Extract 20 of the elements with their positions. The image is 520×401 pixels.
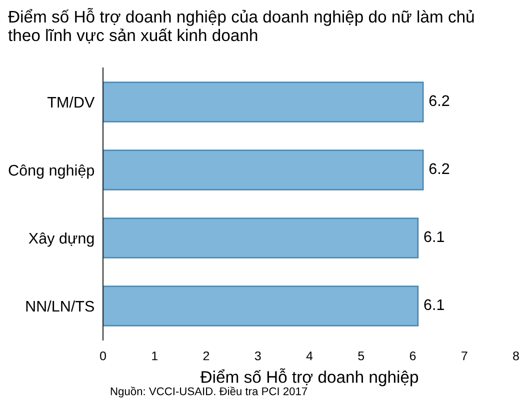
text: Nguồn: VCCI-USAID. Điều tra PCI 2017	[110, 386, 308, 398]
x-tick-label: 8	[513, 351, 519, 360]
x-tick-label: 4	[306, 352, 313, 360]
y-tick-label: Công nghiệp	[8, 164, 94, 179]
y-tick-label: Xây dựng	[28, 232, 94, 247]
x-tick-label: 2	[203, 351, 210, 360]
data-label: 6.2	[429, 95, 450, 106]
chart-title: Điểm số Hỗ trợ doanh nghiệp của doanh nghiệp do nữ làm chủ theo lĩnh vực sản xuất kinh doanh	[8, 8, 474, 44]
x-tick-label: 1	[152, 352, 158, 360]
y-tick-label: TM/DV	[47, 96, 95, 108]
data-label: 6.2	[429, 163, 450, 174]
x-tick-label: 5	[358, 352, 364, 360]
y-tick-label: NN/LN/TS	[26, 300, 94, 312]
x-tick-label: 6	[410, 351, 416, 360]
x-axis-title: Điểm số Hỗ trợ doanh nghiệp	[200, 368, 418, 386]
x-tick-label: 0	[100, 351, 106, 360]
data-label: 6.1	[424, 299, 444, 310]
data-label: 6.1	[424, 231, 444, 242]
x-tick-label: 7	[462, 352, 468, 360]
x-tick-label: 3	[254, 351, 261, 360]
